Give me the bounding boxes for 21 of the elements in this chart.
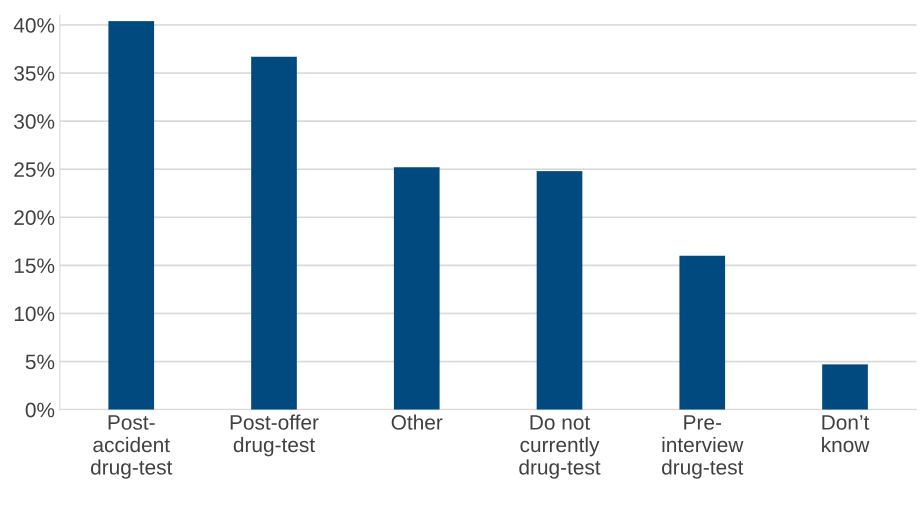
y-tick-label: 5%	[26, 354, 54, 370]
bar	[251, 56, 297, 410]
bar	[108, 21, 154, 410]
y-tick-label: 10%	[14, 306, 54, 322]
x-tick-label: Don’t know	[822, 415, 870, 452]
bar	[536, 171, 582, 410]
x-tick-label: Post-offer drug-test	[230, 414, 319, 456]
bar	[822, 364, 868, 410]
x-tick-label: Pre- interview drug-test	[662, 415, 744, 479]
x-tick-label: Do not currently drug-test	[519, 415, 600, 479]
y-tick-label: 0%	[26, 402, 54, 418]
x-tick-label: Other	[392, 414, 442, 430]
y-tick-label: 20%	[14, 210, 54, 226]
y-tick-label: 30%	[14, 114, 54, 129]
y-tick-label: 15%	[14, 258, 54, 274]
y-tick-label: 25%	[14, 162, 54, 177]
bar	[679, 256, 726, 410]
y-tick-label: 35%	[14, 66, 54, 81]
x-tick-label: Post- accident drug-test	[91, 415, 172, 479]
y-tick-label: 40%	[14, 18, 54, 33]
bar	[394, 167, 440, 410]
